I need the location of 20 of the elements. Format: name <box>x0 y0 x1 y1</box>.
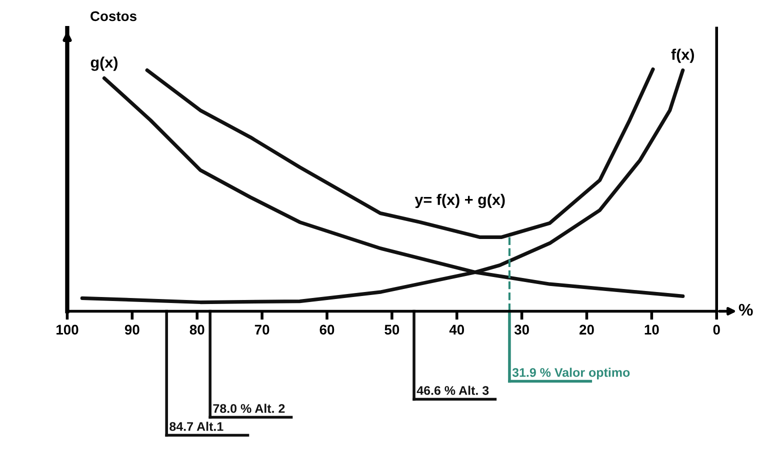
ref-line-label: 31.9 % Valor optimo <box>512 368 630 380</box>
y-axis-title: Costos <box>90 11 136 22</box>
x-tick-label: 10 <box>644 324 659 335</box>
x-tick-label: 50 <box>384 324 400 335</box>
series-label: f(x) <box>671 48 694 63</box>
x-axis-title: % <box>738 304 753 316</box>
x-tick-label: 90 <box>124 324 140 335</box>
x-tick-label: 60 <box>320 324 334 335</box>
x-tick-label: 0 <box>713 324 720 335</box>
x-tick-label: 40 <box>449 324 464 335</box>
x-tick-label: 30 <box>514 324 529 335</box>
ref-line-label: 78.0 % Alt. 2 <box>213 404 285 413</box>
x-tick-label: 100 <box>56 324 78 335</box>
ref-line-label: 46.6 % Alt. 3 <box>416 386 489 395</box>
x-tick-label: 80 <box>190 324 204 335</box>
x-tick-label: 70 <box>254 324 270 335</box>
series-label: g(x) <box>90 56 118 71</box>
x-tick-label: 20 <box>580 324 594 335</box>
ref-line-label: 84.7 Alt.1 <box>170 422 224 431</box>
series-label: y= f(x) + g(x) <box>414 194 505 208</box>
